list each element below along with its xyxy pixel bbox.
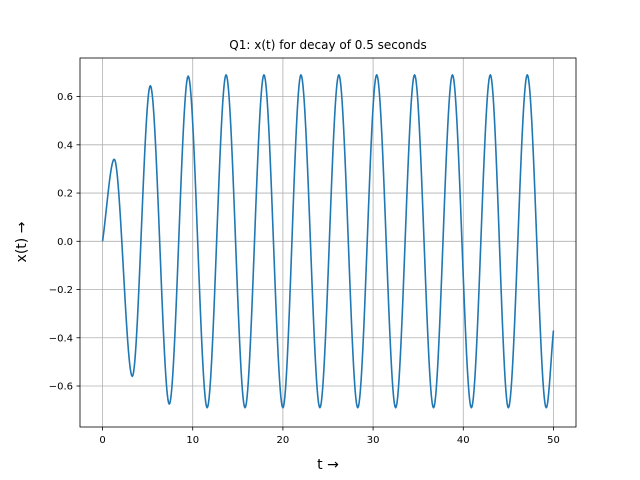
y-axis-label: x(t) → bbox=[14, 221, 30, 262]
y-tick-label: 0.0 bbox=[57, 237, 73, 248]
plot-area bbox=[80, 58, 576, 427]
series-line bbox=[101, 74, 555, 409]
y-tick-label: −0.6 bbox=[49, 382, 73, 393]
plot-frame bbox=[79, 57, 577, 428]
chart-title: Q1: x(t) for decay of 0.5 seconds bbox=[229, 38, 426, 52]
series-group bbox=[101, 74, 555, 409]
x-tick-label: 30 bbox=[367, 435, 380, 446]
y-axis-ticks: −0.6 −0.4 −0.2 0.0 0.2 0.4 0.6 bbox=[49, 92, 80, 393]
y-tick-label: 0.4 bbox=[57, 140, 73, 151]
x-axis-label: t → bbox=[317, 457, 339, 473]
x-tick-label: 40 bbox=[457, 435, 470, 446]
x-tick-label: 50 bbox=[547, 435, 560, 446]
y-tick-label: −0.4 bbox=[49, 333, 73, 344]
x-tick-label: 20 bbox=[277, 435, 290, 446]
grid-lines bbox=[80, 58, 576, 427]
y-tick-label: −0.2 bbox=[49, 285, 73, 296]
y-tick-label: 0.6 bbox=[57, 92, 73, 103]
x-axis-ticks: 0 10 20 30 40 50 bbox=[99, 427, 560, 446]
x-tick-label: 0 bbox=[99, 435, 105, 446]
y-tick-label: 0.2 bbox=[57, 189, 73, 200]
x-tick-label: 10 bbox=[186, 435, 199, 446]
